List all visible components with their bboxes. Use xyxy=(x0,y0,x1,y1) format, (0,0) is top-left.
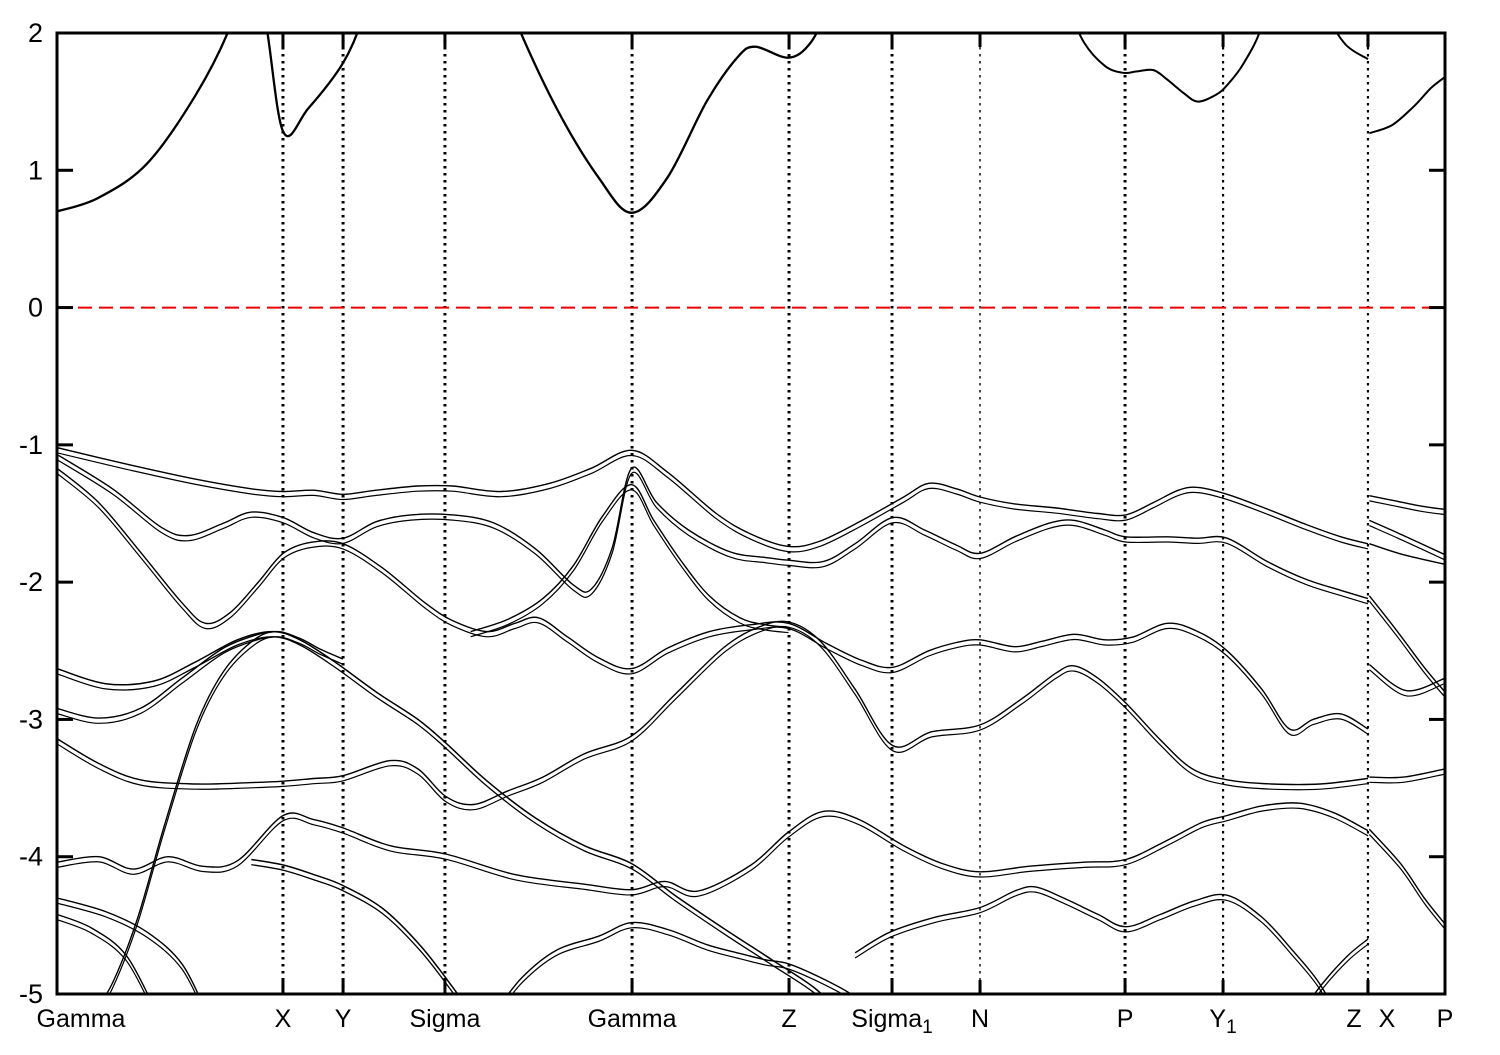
band-line-valence-8 xyxy=(57,802,1369,893)
band-line-valence-14 xyxy=(251,858,459,994)
band-line-valence-3 xyxy=(57,467,1369,731)
band-line-panel-5-pair xyxy=(1368,669,1445,697)
plot-frame xyxy=(55,31,1447,996)
band-line-valence-13-pair xyxy=(511,927,844,994)
band-line-panel-2 xyxy=(1369,519,1445,556)
band-line-valence-13 xyxy=(507,921,853,994)
band-line-valence-11 xyxy=(57,897,199,994)
x-axis-label-sigma1: Sigma1 xyxy=(851,1005,932,1038)
x-axis-label-gamma: Gamma xyxy=(588,1005,677,1033)
band-line-valence-15 xyxy=(470,484,789,633)
band-line-conduction-X-P-panel xyxy=(1369,76,1445,135)
band-line-valence-6-crosser xyxy=(105,630,344,994)
band-line-panel-3 xyxy=(1369,543,1445,565)
symmetry-gridlines xyxy=(281,33,1370,994)
band-line-valence-15-pair xyxy=(470,489,789,638)
x-axis-label-n: N xyxy=(971,1005,989,1033)
y-axis-label-0: 0 xyxy=(28,293,43,323)
x-axis-label-gamma: Gamma xyxy=(37,1005,126,1033)
band-line-valence-6-crosser-pair xyxy=(108,636,344,994)
x-axis-label-y: Y xyxy=(335,1005,352,1033)
y-axis-label--1: -1 xyxy=(19,430,43,460)
band-line-panel-7-pair xyxy=(1368,834,1445,930)
axis-ticks xyxy=(57,31,1445,996)
band-line-valence-1-pair xyxy=(57,452,1369,553)
band-line-valence-2-pair xyxy=(57,459,1369,605)
x-axis-label-z: Z xyxy=(1346,1005,1361,1033)
x-axis-label-y1: Y1 xyxy=(1209,1005,1236,1038)
y-axis-label--4: -4 xyxy=(19,842,43,872)
band-line-valence-1 xyxy=(57,446,1369,548)
x-axis-labels: Gamma X Y Sigma Gamma Z Sigma1 N P Y1 Z X P xyxy=(37,1005,1454,1038)
y-axis-label-1: 1 xyxy=(28,155,43,185)
band-line-valence-8-pair xyxy=(57,807,1369,898)
y-axis-label--2: -2 xyxy=(19,567,43,597)
y-axis-label-2: 2 xyxy=(28,18,43,48)
y-axis-label--5: -5 xyxy=(19,979,43,1009)
band-line-conduction-Z2 xyxy=(1335,33,1369,60)
y-axis-labels: 2 1 0 -1 -2 -3 -4 -5 xyxy=(19,18,43,1009)
band-line-valence-10-pair xyxy=(1317,943,1369,994)
y-axis-label--3: -3 xyxy=(19,704,43,734)
band-line-valence-11-pair xyxy=(57,902,197,994)
band-line-panel-6 xyxy=(1369,768,1445,779)
band-line-panel-4 xyxy=(1368,595,1445,693)
band-line-panel-1-pair xyxy=(1369,500,1445,516)
x-axis-label-sigma: Sigma xyxy=(410,1005,481,1033)
band-line-valence-7 xyxy=(57,630,277,719)
band-line-valence-7-pair xyxy=(57,636,277,724)
band-line-panel-6-pair xyxy=(1369,773,1445,784)
band-line-valence-9 xyxy=(854,885,1327,994)
x-axis-label-x: X xyxy=(1379,1005,1396,1033)
band-line-valence-2 xyxy=(57,453,1369,600)
band-line-valence-4 xyxy=(57,620,1369,806)
band-line-panel-5 xyxy=(1368,663,1445,692)
band-line-panel-2-pair xyxy=(1369,525,1445,561)
x-axis-label-p: P xyxy=(1117,1005,1134,1033)
band-line-valence-3-pair xyxy=(57,472,1369,736)
band-line-valence-14-pair xyxy=(251,864,455,994)
band-line-conduction-G-X-Y xyxy=(57,33,359,213)
band-line-panel-1 xyxy=(1369,494,1445,511)
band-line-panel-7 xyxy=(1368,828,1445,925)
band-line-valence-12 xyxy=(57,913,149,994)
band-line-valence-4-pair xyxy=(57,625,1369,811)
band-line-conduction-G2-Z xyxy=(519,33,818,214)
band-line-valence-10 xyxy=(1313,938,1369,994)
x-axis-label-p: P xyxy=(1437,1005,1454,1033)
x-axis-label-z: Z xyxy=(781,1005,796,1033)
band-line-valence-9-pair xyxy=(854,891,1324,994)
bands xyxy=(57,33,1445,994)
band-line-conduction-P-Y1 xyxy=(1077,33,1261,103)
band-line-valence-5 xyxy=(57,630,823,994)
x-axis-label-x: X xyxy=(275,1005,292,1033)
